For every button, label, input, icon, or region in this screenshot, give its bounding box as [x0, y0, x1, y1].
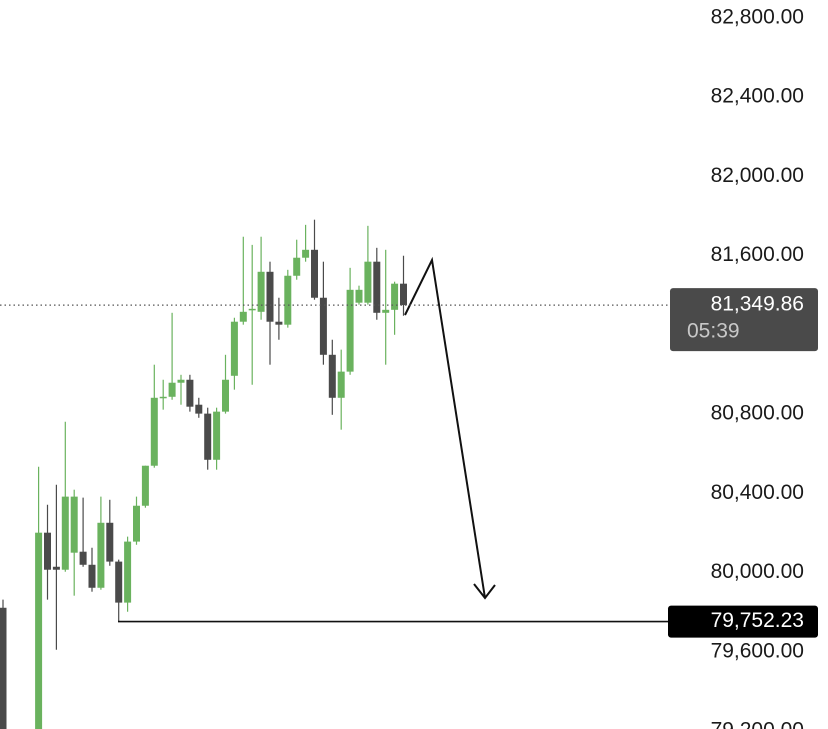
candle-body: [248, 308, 256, 311]
y-tick-label: 82,800.00: [711, 5, 804, 28]
y-tick-label: 79,600.00: [711, 639, 804, 662]
y-tick-label: 80,000.00: [711, 560, 804, 583]
candle-body: [382, 309, 390, 313]
current-price-label: 81,349.86: [711, 293, 804, 316]
y-tick-label: 81,600.00: [711, 243, 804, 266]
candle-body: [0, 607, 7, 729]
y-tick-label: 80,400.00: [711, 481, 804, 504]
drawn-arrow: [404, 256, 486, 599]
candle-body: [150, 397, 158, 466]
candle-body: [177, 379, 185, 383]
price-line-label: 79,752.23: [711, 609, 804, 632]
candle-body: [133, 505, 140, 542]
candle-body: [355, 289, 363, 303]
candle-body: [159, 396, 167, 399]
candle-body: [186, 379, 194, 407]
candle-body: [275, 321, 283, 325]
candle-body: [293, 257, 301, 276]
current-price-box: [670, 288, 818, 352]
candle-body: [373, 261, 381, 313]
candle-body: [222, 379, 229, 412]
candle-body: [266, 271, 274, 322]
candle-body: [319, 297, 327, 355]
y-tick-label: 79,200.00: [711, 719, 804, 729]
candle-body: [35, 532, 43, 729]
countdown-label: 05:39: [687, 320, 740, 343]
candle-body: [115, 561, 123, 603]
candle-body: [88, 564, 96, 588]
candle-body: [204, 413, 212, 460]
candle-body: [70, 496, 78, 553]
y-tick-label: 80,800.00: [711, 402, 804, 425]
candle-body: [230, 321, 238, 376]
candle-body: [346, 289, 354, 372]
y-tick-label: 82,400.00: [711, 85, 804, 108]
candle-body: [106, 522, 114, 562]
candle-body: [124, 541, 132, 603]
candle-body: [328, 354, 336, 398]
y-tick-label: 82,000.00: [711, 164, 804, 187]
candle-body: [257, 271, 265, 312]
price-line-box: [668, 605, 818, 638]
candle-body: [195, 404, 203, 414]
candle-body: [52, 566, 60, 570]
candles: [0, 219, 407, 729]
candle-body: [400, 283, 407, 306]
candle-body: [391, 283, 399, 310]
candle-body: [311, 249, 318, 298]
arrow-head: [473, 583, 496, 600]
candle-body: [302, 249, 310, 258]
candle-body: [44, 532, 51, 570]
candle-body: [97, 522, 105, 588]
candle-body: [141, 465, 149, 506]
candle-body: [168, 382, 176, 397]
candle-body: [79, 551, 87, 565]
candle-body: [213, 411, 221, 460]
candle-body: [337, 371, 345, 398]
candle-body: [284, 275, 292, 325]
candle-body: [61, 496, 69, 570]
candle-body: [364, 261, 372, 303]
candle-body: [239, 311, 247, 322]
